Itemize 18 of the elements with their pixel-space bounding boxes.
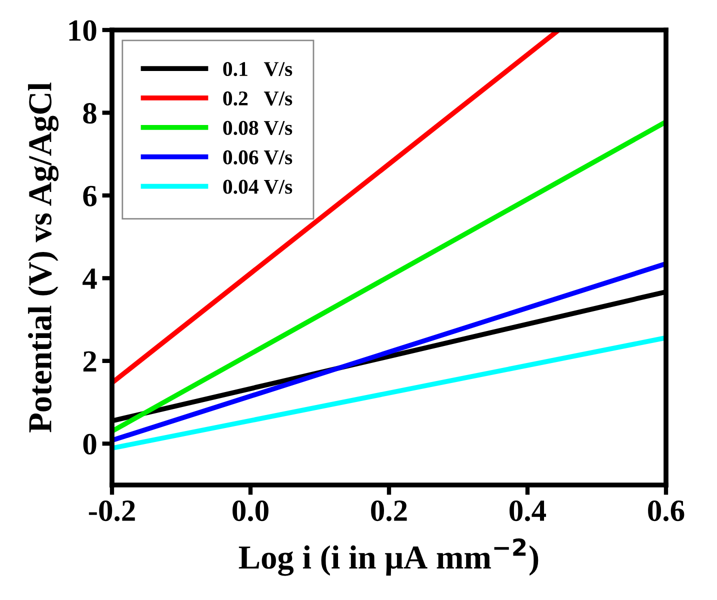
legend-label: 0.1 V/s [223, 62, 292, 76]
legend-label: 0.08 V/s [223, 120, 292, 136]
x-axis-title: Log i (i in μA mm$^{−2}$) [238, 538, 538, 576]
y-tick-label: 6 [83, 186, 97, 206]
y-tick-label: 2 [83, 351, 96, 372]
x-tick-label: 0.2 [371, 500, 407, 522]
y-tick-label: 4 [82, 268, 97, 289]
y-axis-title: Potential (V) vs Ag/AgCl [28, 82, 59, 432]
y-tick-label: 0 [83, 434, 96, 455]
y-tick-label: 8 [83, 103, 96, 124]
y-tick-label: 10 [69, 20, 96, 41]
x-tick-label: 0.4 [510, 500, 546, 522]
x-tick-label: 0.0 [232, 500, 268, 522]
legend-label: 0.2 V/s [223, 91, 292, 106]
legend-label: 0.06 V/s [223, 150, 292, 164]
x-tick-label: -0.2 [88, 500, 135, 522]
x-tick-label: 0.6 [648, 500, 684, 522]
legend-label: 0.04 V/s [223, 180, 292, 194]
